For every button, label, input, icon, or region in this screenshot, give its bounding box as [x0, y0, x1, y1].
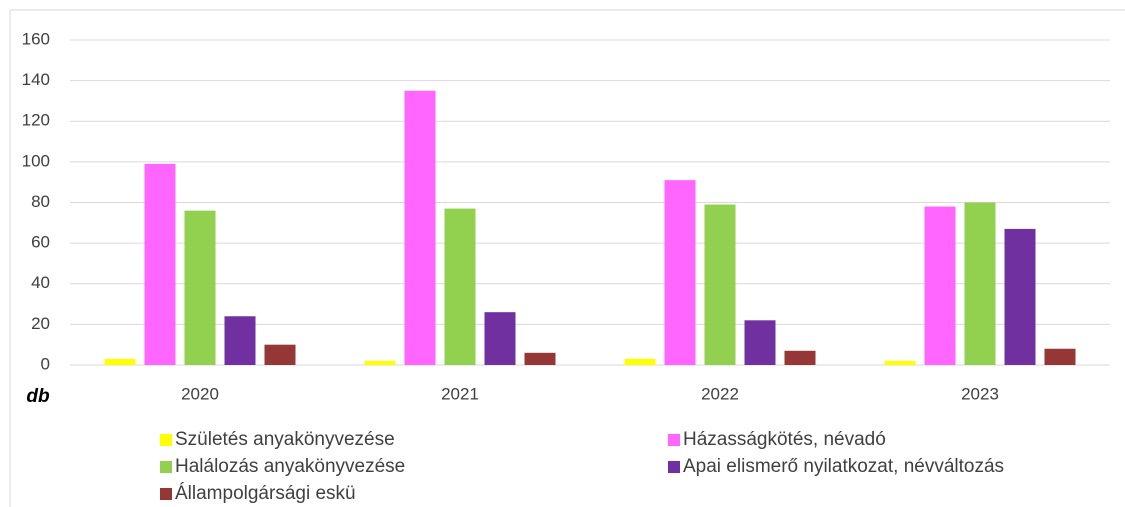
y-tick-label: 80 — [31, 192, 50, 211]
x-tick-label: 2023 — [961, 384, 999, 403]
bar — [224, 316, 256, 365]
bar — [704, 204, 736, 365]
bar — [524, 352, 556, 365]
legend-swatch — [668, 461, 680, 473]
y-tick-label: 100 — [22, 151, 50, 170]
y-tick-label: 0 — [41, 354, 50, 373]
bar — [364, 360, 396, 365]
bar — [104, 358, 136, 365]
y-axis-label: db — [26, 386, 50, 407]
x-tick-label: 2022 — [701, 384, 739, 403]
y-tick-label: 140 — [22, 70, 50, 89]
y-tick-label: 160 — [22, 29, 50, 48]
bar — [404, 90, 436, 365]
legend-label: Apai elismerő nyilatkozat, névváltozás — [683, 456, 1004, 477]
bar — [664, 180, 696, 365]
bar — [484, 312, 516, 365]
x-tick-label: 2020 — [181, 384, 219, 403]
bar — [784, 350, 816, 365]
x-tick-label: 2021 — [441, 384, 479, 403]
bar — [964, 202, 996, 365]
bar — [924, 206, 956, 365]
bar — [884, 360, 916, 365]
y-tick-label: 120 — [22, 111, 50, 130]
bar — [1044, 348, 1076, 365]
legend-label: Házasságkötés, névadó — [683, 429, 886, 450]
bar — [744, 320, 776, 365]
legend-swatch — [160, 488, 172, 500]
legend-swatch — [160, 461, 172, 473]
y-tick-label: 60 — [31, 233, 50, 252]
bar — [1004, 228, 1036, 365]
bar — [624, 358, 656, 365]
legend-label: Állampolgársági eskü — [175, 483, 356, 504]
y-tick-label: 20 — [31, 314, 50, 333]
bar — [184, 210, 216, 365]
chart-frame — [9, 9, 1125, 507]
bar — [444, 208, 476, 365]
legend-label: Születés anyakönyvezése — [175, 429, 395, 450]
bar — [144, 163, 176, 365]
legend-label: Halálozás anyakönyvezése — [175, 456, 405, 477]
legend-swatch — [668, 434, 680, 446]
legend-swatch — [160, 434, 172, 446]
bar — [264, 344, 296, 365]
y-tick-label: 40 — [31, 273, 50, 292]
